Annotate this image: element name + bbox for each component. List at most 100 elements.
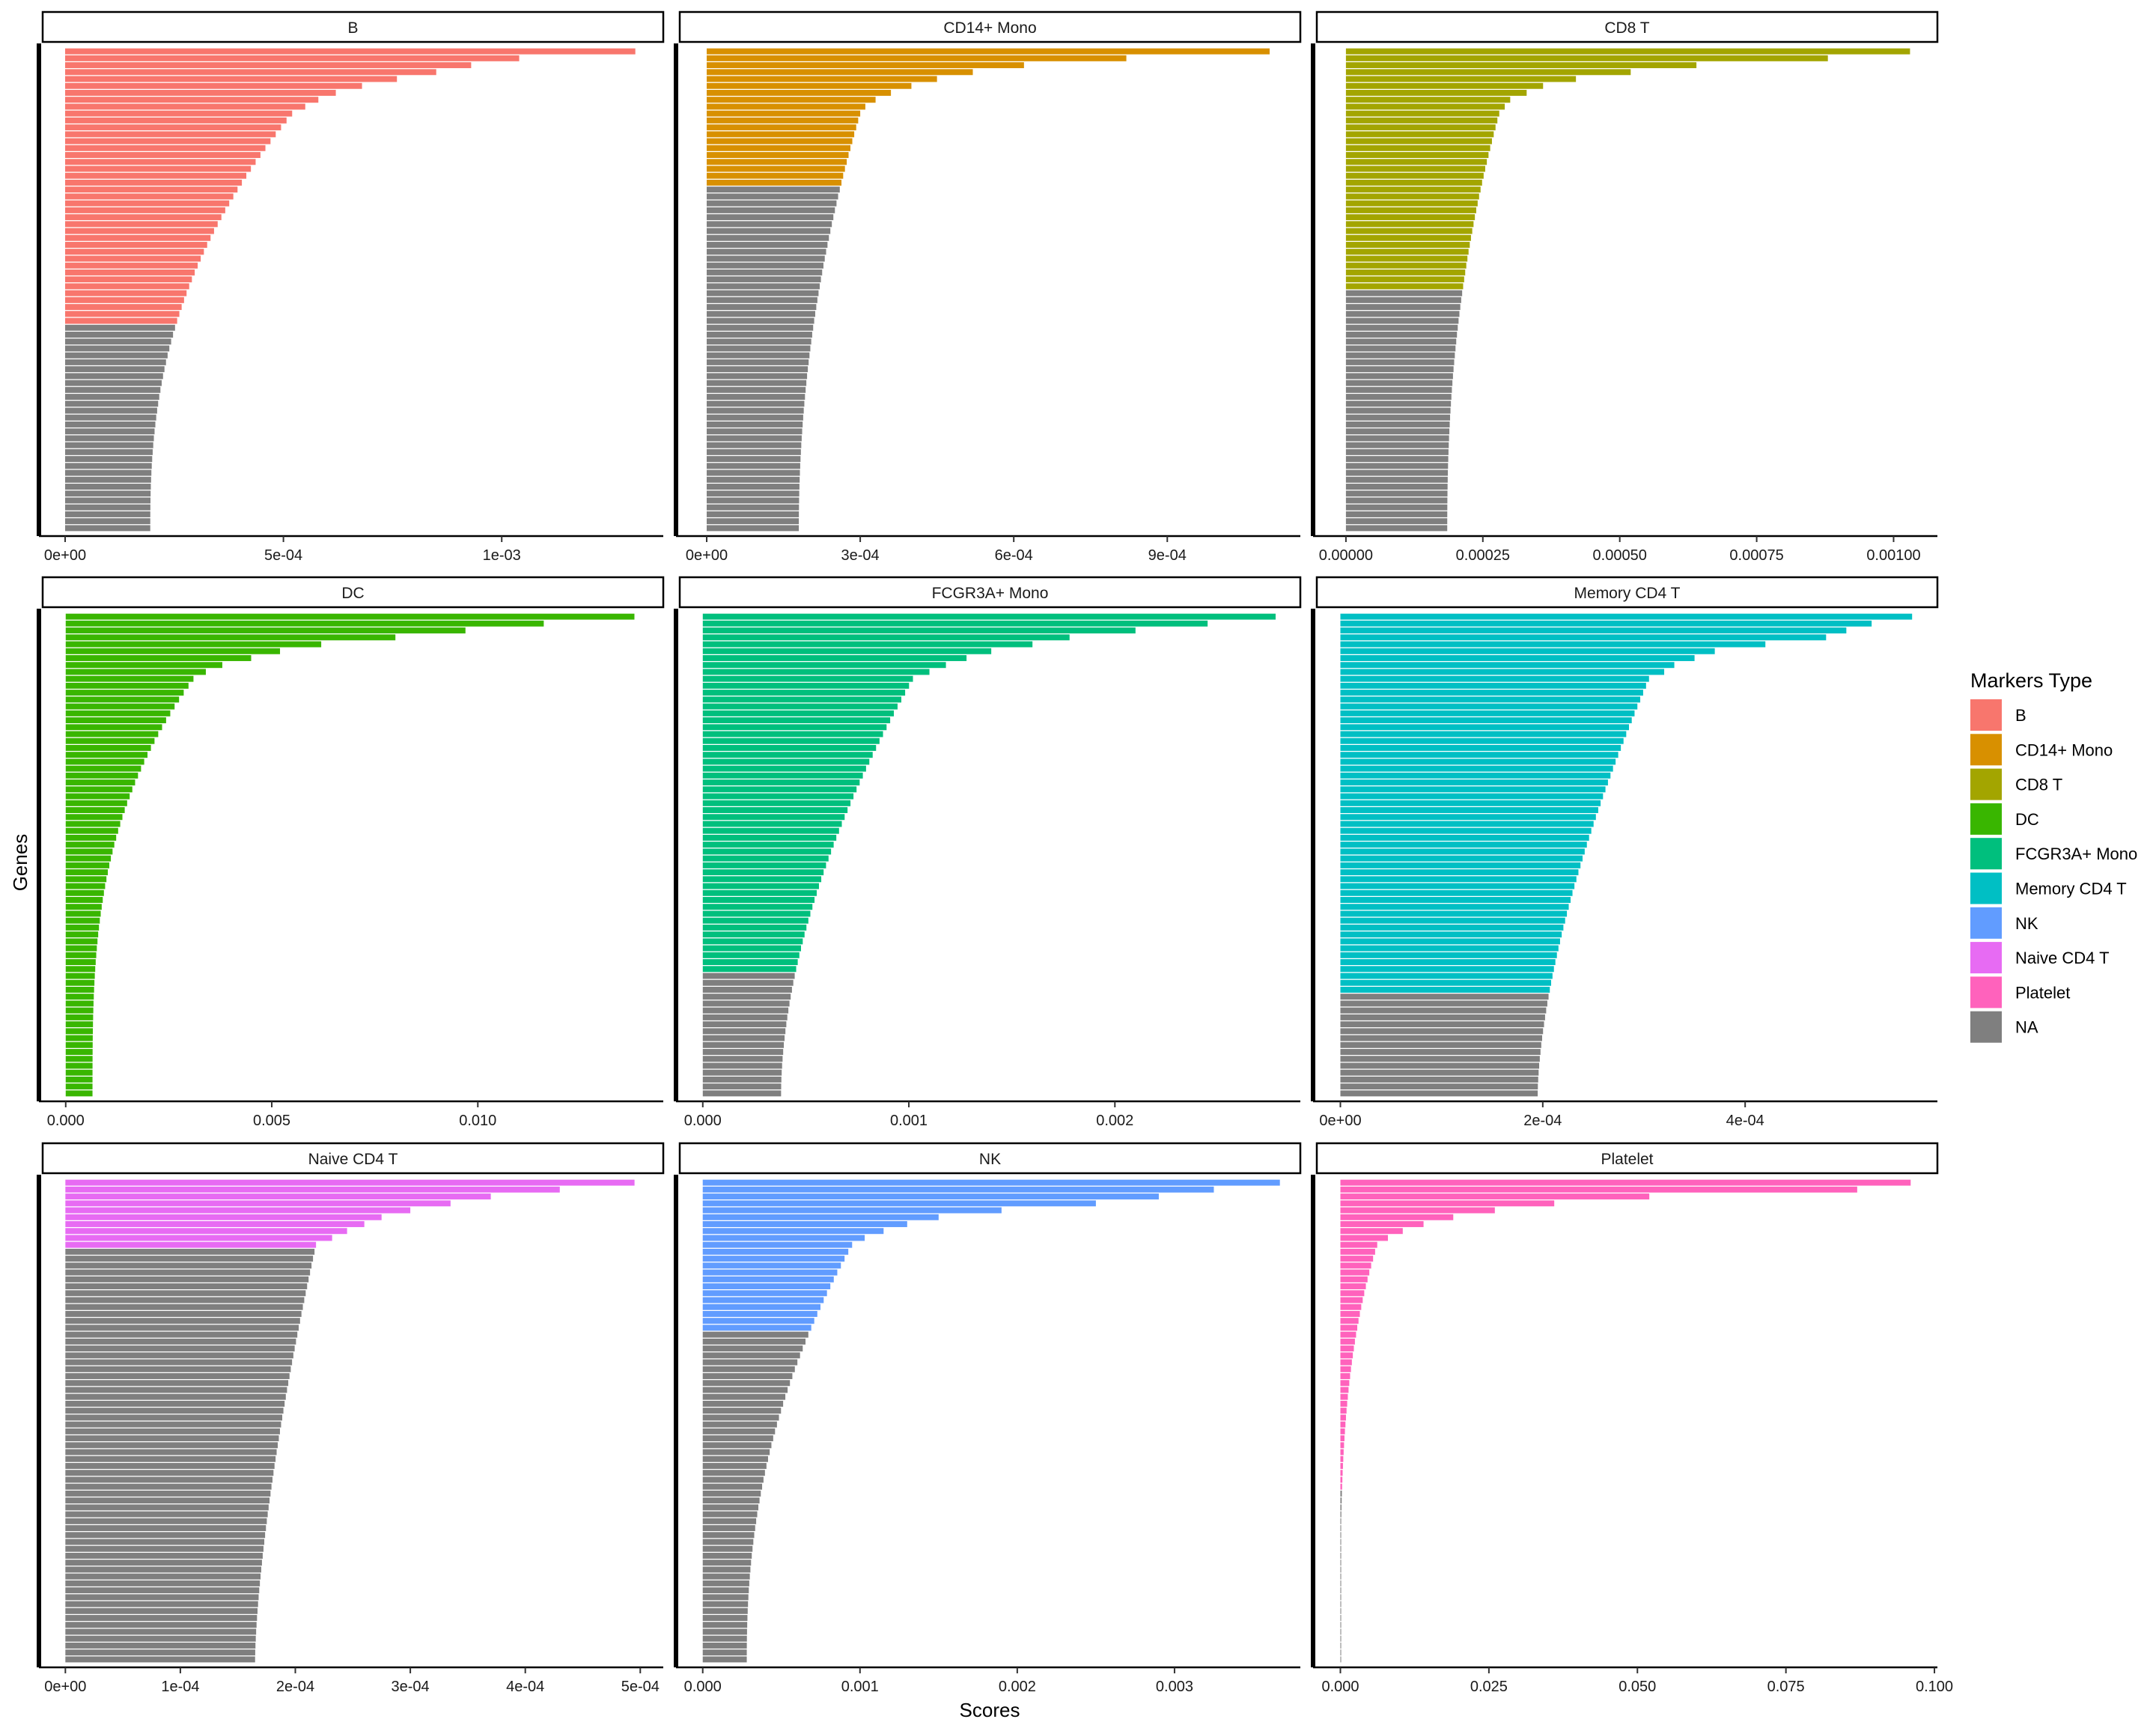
- bar: [64, 296, 184, 303]
- bar: [64, 276, 192, 283]
- bar: [64, 373, 163, 380]
- bar: [65, 1338, 296, 1345]
- bar: [707, 172, 844, 179]
- bar: [65, 1539, 265, 1545]
- bar: [707, 290, 819, 296]
- bar: [64, 110, 293, 117]
- bar: [702, 869, 824, 876]
- bar: [1340, 724, 1629, 731]
- bar: [707, 525, 800, 532]
- bar: [1345, 193, 1479, 200]
- bar: [65, 655, 252, 661]
- bar: [707, 55, 1127, 61]
- bar: [702, 966, 797, 973]
- bar: [702, 1504, 759, 1511]
- bar: [64, 497, 151, 504]
- bar: [65, 1615, 258, 1621]
- x-tick-label: 0.000: [1321, 1679, 1359, 1695]
- x-tick-label: 0.050: [1618, 1679, 1656, 1695]
- bar: [65, 1310, 302, 1317]
- x-tick-label: 1e-03: [483, 547, 521, 564]
- bar: [707, 324, 814, 331]
- bar: [65, 1463, 275, 1469]
- bar: [707, 435, 802, 442]
- bar: [702, 1028, 786, 1035]
- bar: [1340, 1214, 1454, 1220]
- bar: [1345, 55, 1828, 61]
- bar: [1340, 620, 1872, 627]
- bar: [702, 1290, 827, 1297]
- bar: [65, 917, 100, 924]
- bar: [1340, 1421, 1346, 1428]
- bar: [702, 1587, 749, 1594]
- bar: [702, 1594, 749, 1601]
- bar: [1345, 200, 1478, 207]
- bar: [707, 124, 856, 131]
- bar: [707, 207, 835, 213]
- bar: [1340, 1594, 1342, 1601]
- bar: [702, 821, 842, 827]
- bar: [65, 869, 109, 876]
- bar: [65, 1000, 94, 1007]
- bar: [65, 807, 125, 813]
- bar: [1345, 90, 1527, 96]
- bar: [702, 1642, 747, 1649]
- bar: [65, 827, 118, 834]
- bar: [64, 338, 171, 345]
- bar: [1340, 1303, 1362, 1310]
- bar: [1340, 1428, 1345, 1435]
- bar: [1340, 634, 1827, 641]
- legend-label: B: [2015, 706, 2026, 725]
- bar: [702, 1338, 806, 1345]
- bar: [1345, 276, 1464, 283]
- bar: [65, 1511, 268, 1518]
- bar: [707, 138, 853, 144]
- bar: [65, 1622, 257, 1628]
- bar: [1345, 448, 1449, 455]
- bar: [65, 855, 112, 862]
- bar: [64, 179, 243, 186]
- bar: [702, 1539, 754, 1545]
- bar: [65, 1649, 255, 1656]
- bar: [702, 690, 906, 696]
- x-tick-label: 4e-04: [1726, 1113, 1764, 1129]
- bar: [702, 1408, 782, 1414]
- bar: [1340, 1476, 1343, 1483]
- bar: [707, 386, 806, 393]
- bar: [64, 442, 153, 448]
- x-tick-label: 0.100: [1916, 1679, 1953, 1695]
- bar: [1345, 401, 1452, 407]
- bar: [65, 945, 97, 952]
- bar: [702, 889, 817, 896]
- bar: [707, 269, 823, 276]
- facet-strip: [1315, 10, 1939, 43]
- bar: [65, 1393, 286, 1400]
- bar: [702, 1573, 750, 1580]
- bar: [1340, 1049, 1541, 1055]
- bar: [702, 696, 902, 703]
- facet-strip-label: Memory CD4 T: [1574, 585, 1681, 602]
- bar: [1340, 1470, 1343, 1476]
- facet-panel: DC 0.000 0.005 0.010: [37, 576, 665, 1129]
- bar: [65, 1062, 93, 1069]
- bar: [1345, 476, 1448, 483]
- bar: [65, 634, 396, 641]
- bar: [702, 1035, 785, 1041]
- bar: [64, 414, 156, 421]
- bar: [1345, 152, 1489, 159]
- bar: [65, 793, 130, 800]
- x-tick-label: 2e-04: [1523, 1113, 1562, 1129]
- bar: [702, 1552, 752, 1559]
- bar: [702, 627, 1136, 634]
- bar: [64, 504, 150, 511]
- bar: [702, 1455, 768, 1462]
- bar: [702, 1221, 907, 1227]
- bar: [65, 1552, 263, 1559]
- bar: [1345, 234, 1471, 241]
- bar: [1340, 662, 1675, 669]
- bar: [702, 931, 805, 938]
- bar: [702, 1483, 763, 1490]
- bar: [64, 255, 201, 262]
- bar: [65, 772, 138, 779]
- bar: [1345, 110, 1499, 117]
